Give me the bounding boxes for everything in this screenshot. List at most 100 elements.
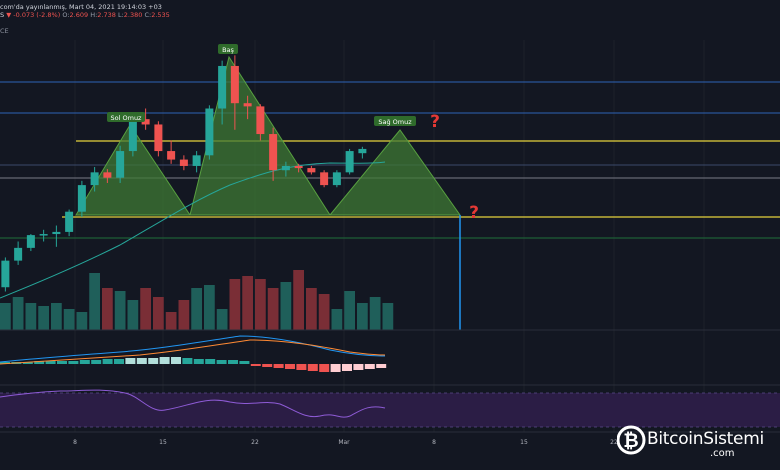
macd-histogram-bar (364, 364, 375, 369)
macd-histogram-bar (45, 361, 56, 364)
candle-body-bullish (77, 185, 86, 212)
svg-text:Sağ Omuz: Sağ Omuz (378, 118, 412, 126)
candle[interactable] (65, 209, 74, 237)
candle[interactable] (307, 165, 316, 175)
candle[interactable] (154, 121, 163, 157)
rsi-line (0, 389, 386, 418)
candle[interactable] (26, 234, 35, 252)
volume-bar (242, 276, 253, 330)
candle[interactable] (218, 60, 227, 125)
macd-histogram-bar (342, 364, 352, 371)
volume-bar (178, 300, 190, 330)
candle[interactable] (192, 151, 201, 173)
candle[interactable] (243, 95, 252, 120)
volume-bar (140, 288, 151, 330)
candle[interactable] (230, 55, 239, 130)
right-shoulder-label: Sağ Omuz (374, 116, 416, 126)
volume-bar (102, 288, 113, 330)
candle-body-bullish (345, 151, 354, 173)
head-label: Baş (218, 44, 238, 54)
candle[interactable] (205, 105, 214, 160)
candle-body-bullish (192, 155, 201, 166)
low-value: 2.380 (123, 11, 143, 19)
macd-histogram-bar (22, 362, 33, 364)
candle[interactable] (39, 229, 48, 242)
candle[interactable] (77, 180, 86, 218)
volume-bar (114, 291, 126, 330)
candle[interactable] (320, 170, 329, 188)
macd-histogram-bar (330, 364, 341, 372)
candle[interactable] (332, 170, 341, 188)
macd-line (0, 335, 386, 363)
candle[interactable] (1, 257, 10, 292)
macd-pane[interactable] (0, 335, 387, 372)
macd-histogram-bar (102, 359, 113, 364)
candle[interactable] (269, 127, 278, 181)
volume-bar (25, 303, 37, 330)
macd-histogram-bar (285, 364, 295, 369)
macd-histogram-bar (136, 358, 147, 364)
macd-histogram-bar (57, 361, 67, 364)
candle-body-bearish (307, 168, 316, 173)
candle[interactable] (103, 169, 112, 183)
candle[interactable] (167, 140, 176, 164)
candle-body-bearish (269, 134, 278, 171)
volume-bar (267, 288, 279, 330)
macd-histogram-bar (91, 360, 102, 364)
candle[interactable] (141, 108, 150, 130)
volume-bar (306, 288, 317, 330)
volume-bar (369, 297, 381, 330)
moving-average-line (0, 161, 386, 299)
volume-bar (280, 282, 292, 330)
candle-body-bullish (358, 148, 367, 154)
macd-histogram-bar (250, 364, 261, 366)
candle-body-bullish (39, 234, 48, 236)
macd-histogram-bar (353, 364, 364, 370)
open-value: 2.609 (69, 11, 89, 19)
candle[interactable] (116, 145, 125, 183)
x-tick-label: 15 (159, 439, 167, 446)
candle-body-bullish (52, 231, 61, 235)
volume-bar (318, 294, 330, 330)
candle[interactable] (52, 225, 61, 247)
macd-histogram-bar (148, 358, 159, 364)
candle-body-bullish (65, 211, 74, 232)
macd-histogram-bar (307, 364, 318, 371)
candle-body-bullish (332, 172, 341, 186)
volume-bar (51, 303, 62, 330)
candle[interactable] (281, 161, 290, 177)
candle-body-bearish (243, 103, 252, 107)
left-shoulder-triangle[interactable] (75, 124, 191, 216)
volume-bar (12, 297, 24, 330)
macd-histogram-bar (296, 364, 307, 370)
candle-body-bullish (14, 247, 23, 261)
candle[interactable] (256, 104, 265, 141)
volume-bar (293, 270, 304, 330)
volume-bar (216, 309, 228, 330)
high-value: 2.738 (97, 11, 116, 19)
candle-body-bullish (128, 119, 137, 152)
candle[interactable] (358, 146, 367, 159)
candle[interactable] (90, 167, 99, 192)
left-shoulder-label: Sol Omuz (107, 112, 145, 122)
candle[interactable] (345, 148, 354, 175)
candle[interactable] (14, 241, 23, 265)
candle-body-bullish (281, 165, 290, 171)
brand-name: BitcoinSistemi (647, 429, 764, 449)
candle[interactable] (294, 163, 303, 173)
rsi-pane[interactable] (0, 389, 780, 428)
price-change: ▼ -0.073 (-2.8%) (6, 11, 61, 19)
volume-bar (165, 312, 177, 330)
candle-body-bearish (256, 106, 265, 135)
right-shoulder-triangle[interactable] (328, 129, 461, 216)
candle[interactable] (179, 155, 188, 171)
candle-body-bullish (218, 65, 227, 109)
volume-bar (63, 309, 75, 330)
volume-bar (89, 273, 100, 330)
x-tick-label: 15 (520, 439, 528, 446)
publish-info: com'da yayınlanmış, Mart 04, 2021 19:14:… (0, 3, 162, 11)
close-value: 2.535 (151, 11, 170, 19)
x-tick-label: 8 (432, 439, 436, 446)
